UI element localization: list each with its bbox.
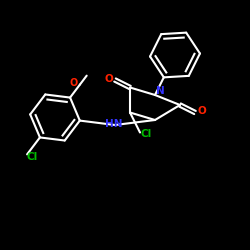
- Text: HN: HN: [105, 119, 122, 129]
- Text: O: O: [70, 78, 78, 88]
- Text: O: O: [104, 74, 113, 84]
- Text: O: O: [198, 106, 206, 116]
- Text: N: N: [156, 86, 164, 96]
- Text: Cl: Cl: [141, 129, 152, 139]
- Text: Cl: Cl: [26, 152, 38, 162]
